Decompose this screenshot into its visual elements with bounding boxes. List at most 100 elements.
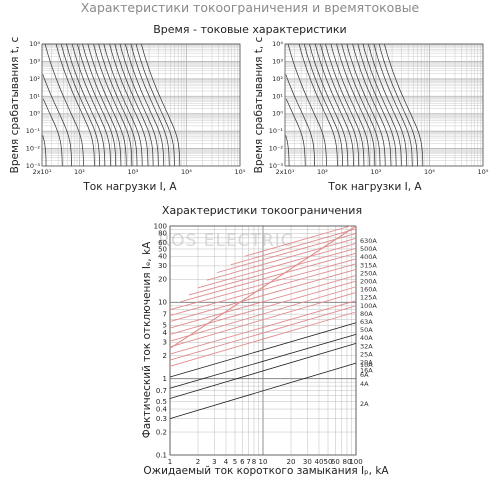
series-line-6A <box>169 334 357 389</box>
y-tick-label: 100 <box>154 222 167 230</box>
series-line-40A <box>169 286 357 342</box>
x-tick-label: 10⁴ <box>424 168 435 176</box>
x-tick-label: 20 <box>287 458 296 466</box>
tc2-ylabel: Время срабатывания t, с <box>253 36 265 173</box>
series-label-40A: 40A <box>360 334 373 342</box>
tc-curve-315A <box>124 43 165 166</box>
tc-curve-400A <box>130 43 170 167</box>
tc-curve-400A <box>373 43 413 167</box>
series-label-630A: 630A <box>360 237 377 245</box>
tc-curve-500A <box>135 43 175 166</box>
plot-frame <box>284 43 484 167</box>
y-tick-label: 80 <box>158 230 167 238</box>
series-label-315A: 315A <box>360 261 377 269</box>
tc-curve-10A <box>287 43 327 166</box>
tc-curve-20A <box>60 43 100 166</box>
series-line-630A <box>244 225 351 257</box>
x-tick-label: 2 <box>196 458 200 466</box>
series-line-500A <box>230 228 357 266</box>
series-line-50A <box>169 280 357 335</box>
y-tick-label: 2 <box>163 352 167 360</box>
tc-curve-100A <box>341 43 381 166</box>
tc-curve-250A <box>119 43 159 166</box>
tc-curve-40A <box>320 43 360 166</box>
time-current-chart-1: 2x10¹ 10² 10³ 10⁴ 10⁵ 10⁻³ 10⁻² 10⁻¹ 10⁰ 10¹ 10² 10… <box>26 40 246 176</box>
lim-title: Характеристики токоограничения <box>162 204 362 217</box>
y-tick-label: 10¹ <box>272 92 283 100</box>
tc-curve-80A <box>93 43 133 166</box>
series-label-125A: 125A <box>360 294 377 302</box>
x-tick-label: 2x10¹ <box>276 168 295 176</box>
tc-curve-63A <box>330 43 370 167</box>
tc-curve-40A <box>77 43 117 166</box>
tc-curve-2A <box>285 135 290 167</box>
x-tick-label: 50 <box>324 458 333 466</box>
x-tick-label: 10² <box>74 168 85 176</box>
tc-curve-10A <box>44 43 84 166</box>
limitation-chart: 630A500A400A315A250A200A160A125A100A80A6… <box>154 222 378 466</box>
series-label-32A: 32A <box>360 342 373 350</box>
series-label-6A: 6A <box>360 371 369 379</box>
plot-frame <box>169 225 357 456</box>
tc-curve-2A <box>42 135 47 167</box>
series-line-32A <box>169 291 357 348</box>
tc-curve-160A <box>352 43 392 167</box>
y-tick-label: 10³ <box>272 57 283 65</box>
y-tick-label: 10⁻¹ <box>26 127 41 135</box>
series-label-63A: 63A <box>360 318 373 326</box>
y-tick-label: 10⁻¹ <box>269 127 284 135</box>
tc-curve-50A <box>325 43 365 166</box>
plot-frame <box>41 43 241 167</box>
time-current-chart-2: 2x10¹ 10² 10³ 10⁴ 10⁵ 10⁻³ 10⁻² 10⁻¹ 10⁰ 10¹ 10² 10… <box>269 40 489 176</box>
y-tick-label: 4 <box>163 329 168 337</box>
y-tick-label: 0.7 <box>156 387 167 395</box>
series-label-25A: 25A <box>360 350 373 358</box>
tc-curve-32A <box>71 43 111 166</box>
series-label-80A: 80A <box>360 310 373 318</box>
y-tick-label: 10⁴ <box>29 40 40 48</box>
series-line-4A <box>169 342 357 399</box>
tc-curve-25A <box>309 43 349 166</box>
tc-curve-32A <box>314 43 354 166</box>
x-tick-label: 2x10¹ <box>33 168 52 176</box>
x-tick-label: 10² <box>317 168 328 176</box>
tc-title: Время - токовые характеристики <box>153 23 346 36</box>
tc-curve-250A <box>362 43 402 166</box>
series-label-100A: 100A <box>360 302 377 310</box>
series-line-80A <box>169 268 357 322</box>
series-line-10A <box>169 322 357 378</box>
tc-curve-200A <box>357 43 397 166</box>
tc-curve-25A <box>66 43 106 166</box>
series-line-160A <box>180 252 357 303</box>
x-tick-label: 8 <box>252 458 256 466</box>
tc-curve-16A <box>55 43 95 166</box>
watermark: ROS ELECTRIC <box>158 231 293 251</box>
x-tick-label: 10 <box>259 458 268 466</box>
y-tick-label: 5 <box>163 322 167 330</box>
x-tick-label: 7 <box>246 458 250 466</box>
lim-ylabel: Фактический ток отключения Iₑ, kA <box>141 241 153 438</box>
y-tick-label: 0.4 <box>156 405 168 413</box>
x-tick-label: 10⁴ <box>181 168 192 176</box>
tc-curve-6A <box>285 74 315 166</box>
tc-curve-315A <box>367 43 408 166</box>
x-tick-label: 1 <box>168 458 172 466</box>
y-tick-label: 10² <box>29 75 40 83</box>
series-line-25A <box>169 300 357 355</box>
y-tick-label: 10 <box>158 299 167 307</box>
y-tick-label: 10⁴ <box>272 40 283 48</box>
series-line-2A <box>169 362 357 419</box>
series-label-50A: 50A <box>360 326 373 334</box>
x-tick-label: 100 <box>349 458 362 466</box>
series-line-63A <box>169 275 357 329</box>
y-tick-label: 10⁰ <box>29 110 40 118</box>
series-label-16A: 16A <box>360 367 373 375</box>
peak-line <box>169 225 357 349</box>
y-tick-label: 10⁻² <box>269 145 284 153</box>
x-tick-label: 3 <box>212 458 216 466</box>
tc1-xlabel: Ток нагрузки I, A <box>82 181 177 193</box>
series-label-20A: 20A <box>360 359 373 367</box>
tc-curve-125A <box>103 43 143 166</box>
y-tick-label: 40 <box>158 253 167 261</box>
series-label-200A: 200A <box>360 278 377 286</box>
